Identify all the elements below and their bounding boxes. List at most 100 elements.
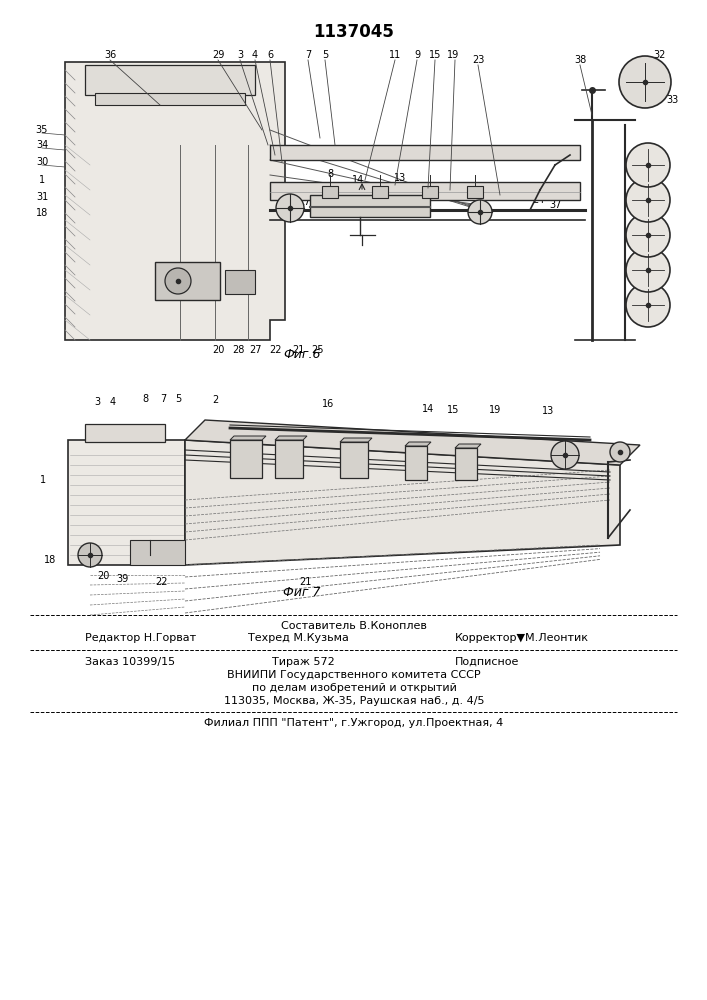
- Text: Филиал ППП "Патент", г.Ужгород, ул.Проектная, 4: Филиал ППП "Патент", г.Ужгород, ул.Проек…: [204, 718, 503, 728]
- Bar: [85, 424, 165, 442]
- Text: Подписное: Подписное: [455, 657, 520, 667]
- Text: 20: 20: [97, 571, 109, 581]
- Text: 20: 20: [212, 345, 224, 355]
- Bar: [405, 446, 427, 480]
- Circle shape: [619, 56, 671, 108]
- Circle shape: [626, 248, 670, 292]
- Bar: [155, 262, 220, 300]
- Text: 35: 35: [36, 125, 48, 135]
- Text: 11: 11: [389, 50, 401, 60]
- Text: 14: 14: [352, 175, 364, 185]
- Circle shape: [626, 178, 670, 222]
- Text: Составитель В.Коноплев: Составитель В.Коноплев: [281, 621, 427, 631]
- Text: 8: 8: [142, 394, 148, 404]
- Text: 37: 37: [550, 200, 562, 210]
- Text: 33: 33: [666, 95, 678, 105]
- Bar: [130, 540, 185, 565]
- Text: 29: 29: [212, 50, 224, 60]
- Text: 2: 2: [307, 187, 313, 197]
- Text: 14: 14: [422, 404, 434, 414]
- Text: 3: 3: [94, 397, 100, 407]
- Bar: [270, 182, 580, 200]
- Text: 27: 27: [249, 345, 262, 355]
- Bar: [85, 65, 255, 95]
- Circle shape: [468, 200, 492, 224]
- Text: Редактор Н.Горват: Редактор Н.Горват: [85, 633, 196, 643]
- Text: 7: 7: [160, 394, 166, 404]
- Polygon shape: [185, 420, 640, 465]
- Circle shape: [626, 213, 670, 257]
- Bar: [322, 186, 338, 198]
- Bar: [340, 442, 368, 478]
- Bar: [455, 448, 477, 480]
- Text: 21: 21: [299, 577, 311, 587]
- Text: 13: 13: [542, 406, 554, 416]
- Text: ВНИИПИ Государственного комитета СССР: ВНИИПИ Государственного комитета СССР: [227, 670, 481, 680]
- Circle shape: [78, 543, 102, 567]
- Bar: [275, 440, 303, 478]
- Text: 16: 16: [322, 399, 334, 409]
- Circle shape: [626, 143, 670, 187]
- Text: 10: 10: [321, 191, 333, 201]
- Polygon shape: [405, 442, 431, 446]
- Text: 36: 36: [104, 50, 116, 60]
- Text: 15: 15: [447, 405, 459, 415]
- Bar: [422, 186, 438, 198]
- Text: 22: 22: [269, 345, 281, 355]
- Text: 28: 28: [232, 345, 244, 355]
- Text: 8: 8: [327, 169, 333, 179]
- Circle shape: [276, 194, 304, 222]
- Circle shape: [165, 268, 191, 294]
- Text: 5: 5: [322, 50, 328, 60]
- Text: 12: 12: [409, 187, 421, 197]
- Text: 7: 7: [305, 50, 311, 60]
- Text: 23: 23: [472, 55, 484, 65]
- Polygon shape: [230, 436, 266, 440]
- Text: 15: 15: [429, 50, 441, 60]
- Circle shape: [551, 441, 579, 469]
- Polygon shape: [275, 436, 307, 440]
- Bar: [225, 270, 255, 294]
- Polygon shape: [455, 444, 481, 448]
- Text: 13: 13: [394, 173, 406, 183]
- Text: Заказ 10399/15: Заказ 10399/15: [85, 657, 175, 667]
- Text: 113035, Москва, Ж-35, Раушская наб., д. 4/5: 113035, Москва, Ж-35, Раушская наб., д. …: [223, 696, 484, 706]
- Text: 18: 18: [36, 208, 48, 218]
- Text: 25: 25: [312, 345, 325, 355]
- Text: по делам изобретений и открытий: по делам изобретений и открытий: [252, 683, 457, 693]
- Text: 19: 19: [447, 50, 459, 60]
- Text: 22: 22: [156, 577, 168, 587]
- Text: 4: 4: [110, 397, 116, 407]
- Text: Фиг.6: Фиг.6: [284, 349, 321, 361]
- Bar: [270, 145, 580, 160]
- Polygon shape: [340, 438, 372, 442]
- Text: 21: 21: [292, 345, 304, 355]
- Polygon shape: [65, 62, 285, 340]
- Text: 17: 17: [299, 197, 311, 207]
- Text: Корректор▼M.Леонтик: Корректор▼M.Леонтик: [455, 633, 589, 643]
- Text: 24: 24: [532, 195, 544, 205]
- Text: 4: 4: [252, 50, 258, 60]
- Bar: [310, 195, 430, 217]
- Text: 9: 9: [414, 50, 420, 60]
- Text: 39: 39: [116, 574, 128, 584]
- Text: 32: 32: [654, 50, 666, 60]
- Text: Фиг 7: Фиг 7: [284, 585, 321, 598]
- Circle shape: [610, 442, 630, 462]
- Bar: [95, 93, 245, 105]
- Circle shape: [626, 283, 670, 327]
- Polygon shape: [68, 440, 185, 565]
- Text: 1137045: 1137045: [314, 23, 395, 41]
- Text: 18: 18: [44, 555, 56, 565]
- Text: 6: 6: [267, 50, 273, 60]
- Text: 2: 2: [212, 395, 218, 405]
- Text: Техред М.Кузьма: Техред М.Кузьма: [248, 633, 349, 643]
- Text: 5: 5: [175, 394, 181, 404]
- Bar: [467, 186, 483, 198]
- Text: 38: 38: [574, 55, 586, 65]
- Polygon shape: [185, 440, 620, 565]
- Text: Тираж 572: Тираж 572: [272, 657, 334, 667]
- Text: 31: 31: [36, 192, 48, 202]
- Bar: [230, 440, 262, 478]
- Text: 30: 30: [36, 157, 48, 167]
